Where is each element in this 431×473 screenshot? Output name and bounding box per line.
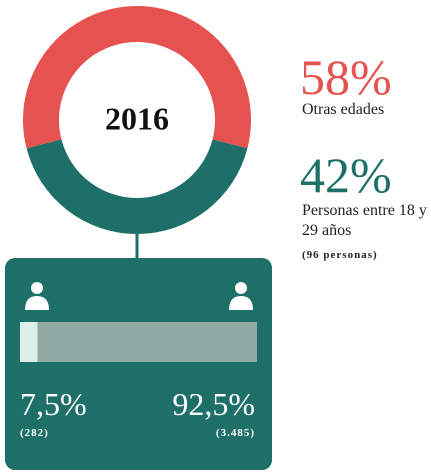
count-label: (282) [20,427,49,439]
person-icon [25,282,49,310]
category-label: Personas entre 18 y 29 años [302,202,427,239]
stacked-bar [20,322,258,362]
value-label: 58% [300,49,392,105]
count-label: (3.485) [215,427,255,439]
donut-segment [26,139,248,235]
donut-segment [23,6,252,149]
donut-title: 2016 [105,100,169,136]
bar-segment [37,322,258,362]
panel [5,258,272,470]
category-label: Otras edades [302,101,385,118]
value-label: 42% [300,147,392,203]
value-label: 92,5% [172,386,255,422]
value-label: 7,5% [20,386,87,422]
annotation: (96 personas) [302,249,378,261]
person-icon [229,282,253,310]
bar-segment [20,322,38,362]
